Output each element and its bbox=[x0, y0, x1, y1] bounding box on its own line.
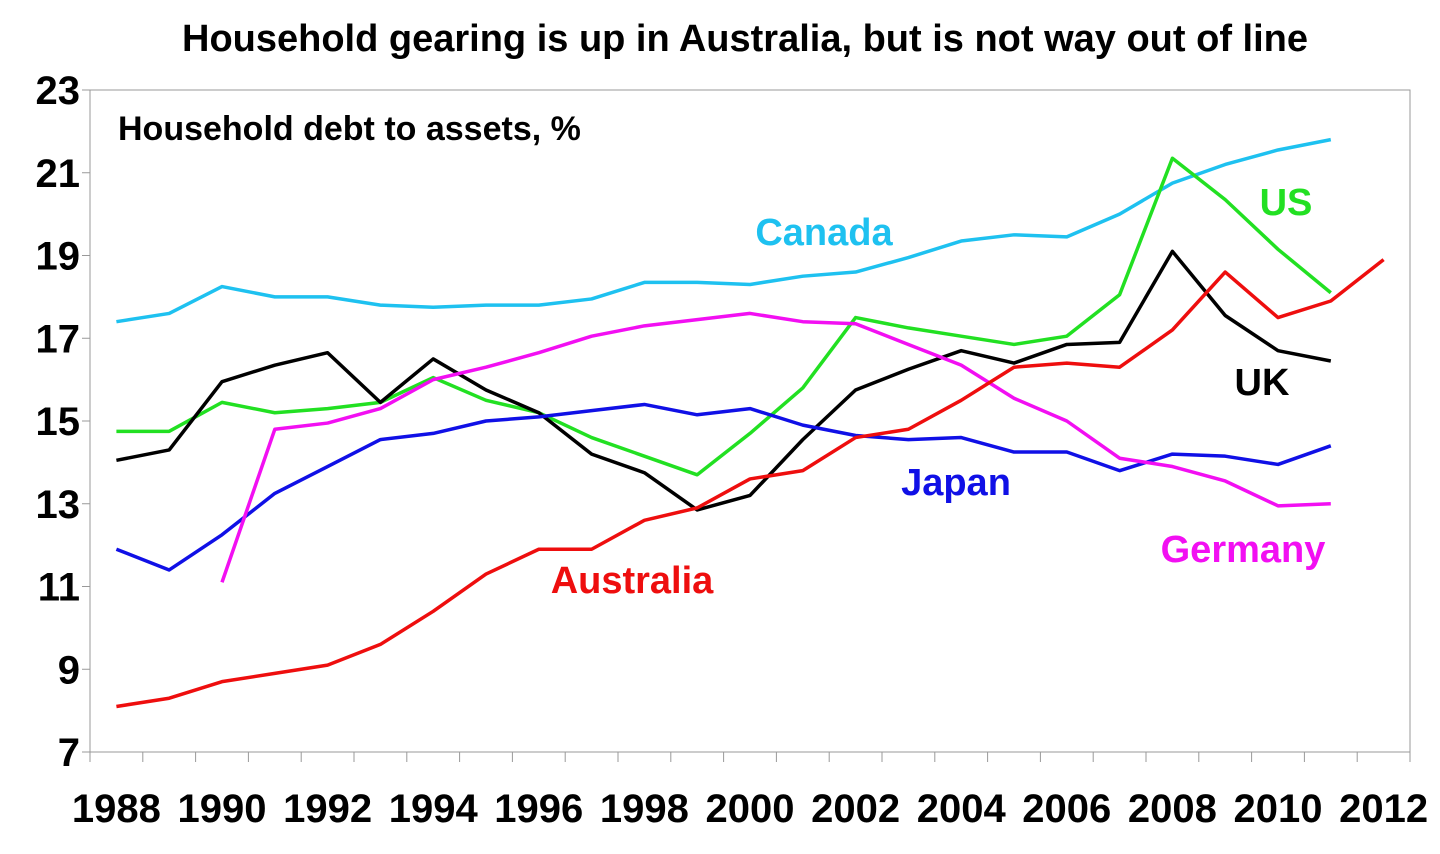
x-tick-label: 1998 bbox=[600, 787, 689, 831]
series-lines bbox=[115, 137, 1385, 709]
series-line-germany bbox=[220, 311, 1331, 583]
x-tick-label: 1992 bbox=[283, 787, 372, 831]
x-tick-label: 2012 bbox=[1339, 787, 1428, 831]
x-tick-label: 2000 bbox=[706, 787, 795, 831]
y-tick-label: 19 bbox=[36, 235, 81, 279]
series-line-japan bbox=[115, 402, 1332, 572]
series-line-us bbox=[116, 156, 1332, 477]
series-label-uk: UK bbox=[1235, 362, 1290, 404]
y-tick-label: 11 bbox=[38, 566, 80, 610]
x-axis: 1988 1990 1992 1994 1996 1998 2000 2002 2004 2006… bbox=[72, 751, 1428, 831]
y-tick-label: 23 bbox=[36, 69, 81, 113]
x-tick-label: 1988 bbox=[72, 787, 161, 831]
y-tick-label: 17 bbox=[36, 317, 81, 361]
x-tick-label: 2008 bbox=[1128, 787, 1217, 831]
series-label-japan: Japan bbox=[901, 462, 1011, 504]
x-tick-label: 1994 bbox=[389, 787, 479, 831]
x-tick-label: 2004 bbox=[917, 787, 1007, 831]
x-tick-label: 1996 bbox=[494, 787, 583, 831]
y-tick-label: 9 bbox=[58, 648, 80, 692]
y-tick-label: 7 bbox=[58, 731, 80, 775]
series-label-canada: Canada bbox=[755, 212, 893, 254]
series-line-uk bbox=[116, 249, 1332, 512]
series-label-us: US bbox=[1260, 182, 1313, 224]
series-labels: Canada US UK Japan Germany Australia bbox=[551, 182, 1326, 602]
y-tick-label: 21 bbox=[36, 152, 81, 196]
series-line-canada bbox=[116, 137, 1332, 324]
series-label-australia: Australia bbox=[551, 560, 714, 602]
y-tick-label: 13 bbox=[36, 483, 81, 527]
y-axis: 7 9 11 13 15 17 19 21 23 bbox=[36, 69, 91, 775]
y-tick-label: 15 bbox=[36, 400, 81, 444]
x-tick-label: 2002 bbox=[811, 787, 900, 831]
x-tick-label: 2006 bbox=[1022, 787, 1111, 831]
x-tick-label: 2010 bbox=[1234, 787, 1323, 831]
chart-title: Household gearing is up in Australia, bu… bbox=[182, 18, 1308, 60]
chart-subtitle: Household debt to assets, % bbox=[118, 110, 581, 148]
series-line-australia bbox=[116, 258, 1385, 709]
x-tick-label: 1990 bbox=[178, 787, 267, 831]
series-label-germany: Germany bbox=[1161, 529, 1326, 571]
